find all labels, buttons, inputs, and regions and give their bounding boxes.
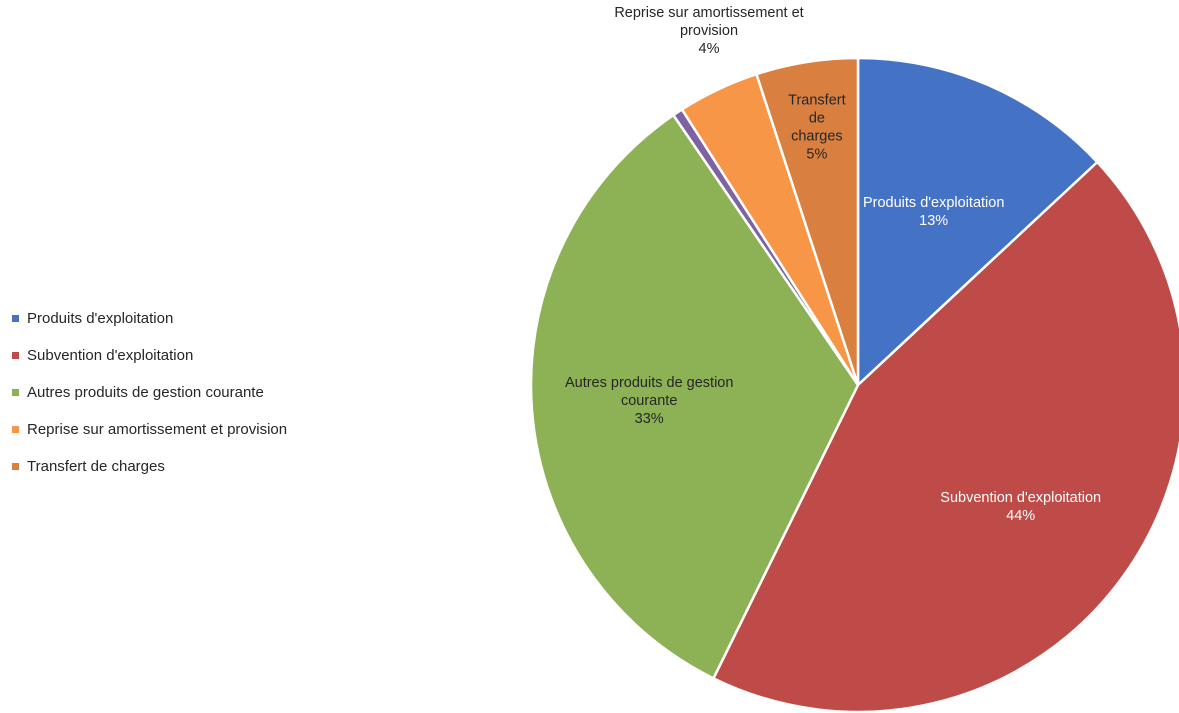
pie-slice [711,160,1179,713]
legend-label: Reprise sur amortissement et provision [27,421,288,438]
legend-item-produits-exploitation: Produits d'exploitation [12,300,287,337]
legend-label: Transfert de charges [27,458,165,475]
slice-percent-label: 4% [699,41,720,57]
slice-data-label: Produits d'exploitation 13% [863,195,1004,229]
legend-item-autres-produits: Autres produits de gestion courante [12,374,287,411]
legend-swatch [12,426,19,433]
legend-swatch [12,389,19,396]
slice-name-label: Transfert [788,93,845,109]
legend-swatch [12,463,19,470]
slice-name-label: charges [791,129,843,145]
slice-data-label: Subvention d'exploitation 44% [940,490,1101,524]
legend-label: Autres produits de gestion courante [27,384,264,401]
slice-name-label: courante [621,393,677,409]
slice-percent-label: 5% [806,147,827,163]
slice-data-label: Reprise sur amortissement et provision 4% [614,5,803,57]
slice-data-label: Autres produits de gestion courante 33% [565,375,733,427]
legend-label: Produits d'exploitation [27,310,174,327]
slice-name-label: Reprise sur amortissement et [614,5,803,21]
legend-item-subvention-exploitation: Subvention d'exploitation [12,337,287,374]
pie-slice [856,56,1100,388]
legend-item-reprise-amortissement: Reprise sur amortissement et provision [12,411,287,448]
slice-name-label: provision [680,23,738,39]
pie-slice [529,113,860,680]
slice-name-label: de [809,111,825,127]
pie-slices [529,56,1179,713]
slice-name-label: Autres produits de gestion [565,375,733,391]
slice-percent-label: 44% [1006,508,1035,524]
chart-legend: Produits d'exploitation Subvention d'exp… [12,300,287,485]
legend-item-transfert-charges: Transfert de charges [12,448,287,485]
slice-name-label: Produits d'exploitation [863,195,1004,211]
pie-slice [754,56,860,386]
slice-percent-label: 13% [919,213,948,229]
legend-label: Subvention d'exploitation [27,347,194,364]
legend-swatch [12,352,19,359]
slice-data-label: Transfert de charges 5% [788,93,845,163]
slice-percent-label: 33% [635,411,664,427]
legend-swatch [12,315,19,322]
pie-labels: Produits d'exploitation 13% Subvention d'e… [565,5,1101,524]
slice-name-label: Subvention d'exploitation [940,490,1101,506]
